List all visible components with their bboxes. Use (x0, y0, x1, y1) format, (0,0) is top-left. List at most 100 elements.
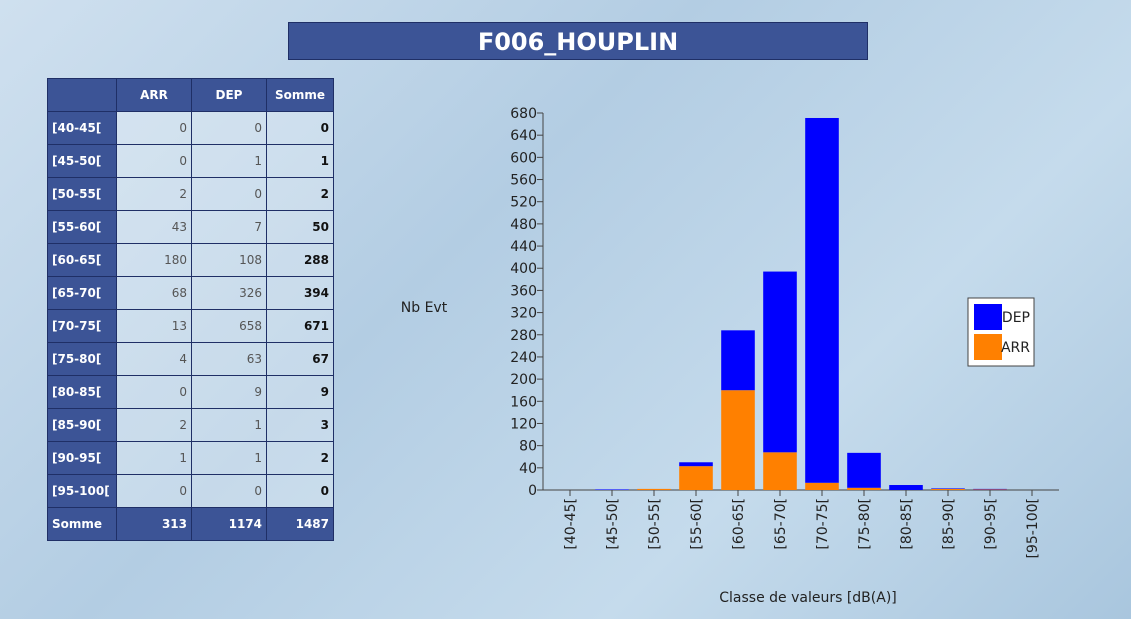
table-row: [40-45[0 0 0 (47, 111, 334, 145)
x-tick-label: [90-95[ (983, 498, 999, 550)
table-cell: 0 (116, 375, 192, 409)
table-cell: 326 (191, 276, 267, 310)
table-row: [50-55[2 0 2 (47, 177, 334, 211)
table-cell: 1 (191, 144, 267, 178)
table-cell: 658 (191, 309, 267, 343)
table-cell: Somme (47, 507, 117, 541)
table-row: Somme 313 1174 1487 (47, 507, 334, 541)
table-cell: 43 (116, 210, 192, 244)
x-tick-label: [95-100[ (1025, 498, 1041, 559)
title: F006_HOUPLIN (288, 22, 868, 60)
x-tick-label: [65-70[ (773, 498, 789, 550)
x-tick-label: [50-55[ (647, 498, 663, 550)
table-cell: ARR (116, 78, 192, 112)
table-cell: DEP (191, 78, 267, 112)
table-cell: 4 (116, 342, 192, 376)
table-cell: 0 (116, 474, 192, 508)
table-cell: 0 (191, 111, 267, 145)
table-row: [65-70[68 326 394 (47, 276, 334, 310)
x-tick-label: [75-80[ (857, 498, 873, 550)
legend-label: ARR (1001, 340, 1030, 356)
x-tick-label: [85-90[ (941, 498, 957, 550)
bar-segment (847, 452, 881, 488)
y-tick-label: 600 (510, 150, 537, 166)
table-cell: 3 (266, 408, 334, 442)
y-tick-label: 160 (510, 394, 537, 410)
table-cell: 0 (116, 144, 192, 178)
legend-swatch (974, 334, 1002, 360)
table-cell: 1 (266, 144, 334, 178)
bar-segment (973, 488, 1007, 490)
table-row: [90-95[1 1 2 (47, 441, 334, 475)
table-cell: 671 (266, 309, 334, 343)
y-tick-label: 240 (510, 350, 537, 366)
bar-segment (595, 489, 629, 490)
y-tick-label: 280 (510, 328, 537, 344)
legend-swatch (974, 304, 1002, 330)
bar-segment (931, 488, 965, 490)
table-cell: 2 (116, 408, 192, 442)
y-tick-label: 520 (510, 195, 537, 211)
table-cell: [95-100[ (47, 474, 117, 508)
bar-segment (637, 488, 671, 490)
bar-segment (889, 485, 923, 490)
y-tick-label: 480 (510, 217, 537, 233)
x-tick-label: [80-85[ (899, 498, 915, 550)
table-row: [70-75[13 658 671 (47, 309, 334, 343)
x-axis-label: Classe de valeurs [dB(A)] (719, 590, 897, 606)
bar-segment (931, 488, 965, 489)
x-tick-label: [45-50[ (605, 498, 621, 550)
table-cell: [75-80[ (47, 342, 117, 376)
y-tick-label: 640 (510, 128, 537, 144)
y-axis-label: Nb Evt (401, 300, 448, 316)
table-cell: 2 (116, 177, 192, 211)
table-cell: [90-95[ (47, 441, 117, 475)
table-row: [85-90[2 1 3 (47, 408, 334, 442)
data-table: ARR DEP Somme [40-45[0 0 0 [45-50[0 1 1 [50-55[2 0… (47, 78, 334, 541)
bar-segment (679, 462, 713, 467)
table-cell: 313 (116, 507, 192, 541)
bar-segment (679, 466, 713, 490)
table-cell: [60-65[ (47, 243, 117, 277)
table-cell: 0 (266, 111, 334, 145)
bar-segment (763, 452, 797, 490)
table-cell: 1 (191, 408, 267, 442)
y-tick-label: 40 (519, 461, 537, 477)
table-cell: Somme (266, 78, 334, 112)
y-tick-label: 560 (510, 173, 537, 189)
table-cell: [55-60[ (47, 210, 117, 244)
table-cell: [40-45[ (47, 111, 117, 145)
y-tick-label: 440 (510, 239, 537, 255)
table-cell: 67 (266, 342, 334, 376)
table-cell: 0 (191, 474, 267, 508)
bar-segment (721, 390, 755, 490)
table-cell: 180 (116, 243, 192, 277)
y-tick-label: 400 (510, 261, 537, 277)
x-tick-label: [70-75[ (815, 498, 831, 550)
table-cell: [65-70[ (47, 276, 117, 310)
table-row: [60-65[180 108 288 (47, 243, 334, 277)
y-tick-label: 680 (510, 106, 537, 122)
y-tick-label: 0 (528, 483, 537, 499)
table-cell: 1487 (266, 507, 334, 541)
table-cell: 108 (191, 243, 267, 277)
bar-segment (721, 330, 755, 391)
bar-segment (763, 271, 797, 453)
table-cell: 68 (116, 276, 192, 310)
bar-segment (847, 487, 881, 490)
y-tick-label: 360 (510, 283, 537, 299)
table-cell: 1 (191, 441, 267, 475)
y-tick-label: 120 (510, 416, 537, 432)
table-cell: 2 (266, 441, 334, 475)
table-cell: [85-90[ (47, 408, 117, 442)
y-tick-label: 80 (519, 439, 537, 455)
table-cell: 1174 (191, 507, 267, 541)
table-cell: [45-50[ (47, 144, 117, 178)
y-tick-label: 200 (510, 372, 537, 388)
bar-segment (973, 489, 1007, 490)
x-tick-label: [60-65[ (731, 498, 747, 550)
table-cell: 394 (266, 276, 334, 310)
table-row: [55-60[43 7 50 (47, 210, 334, 244)
